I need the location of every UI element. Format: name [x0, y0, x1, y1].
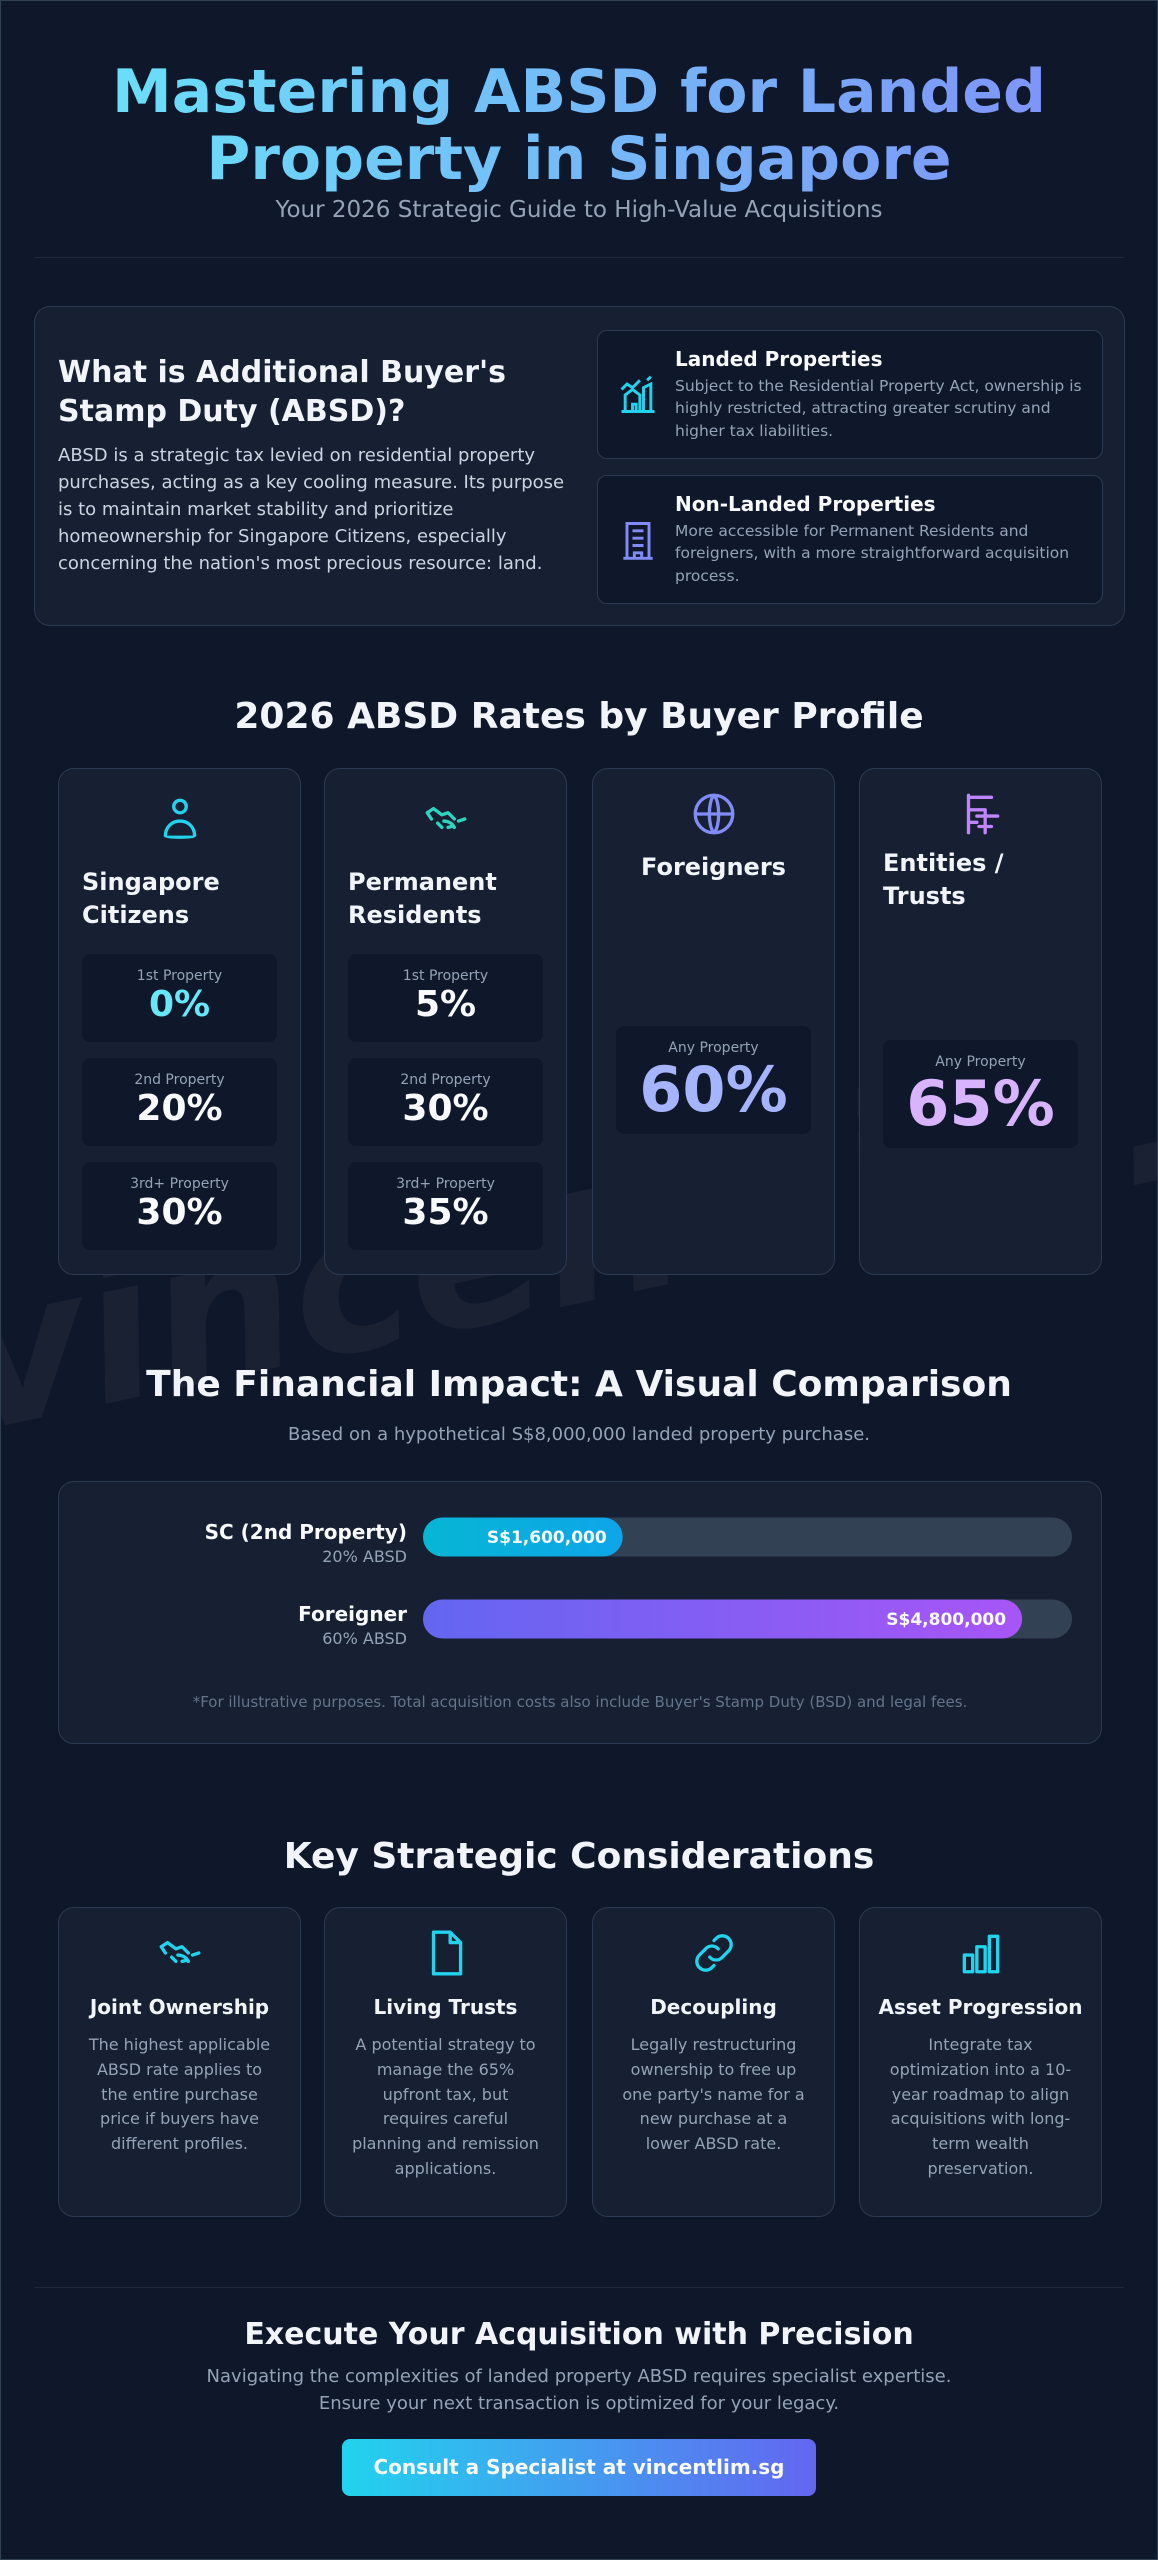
icon: [966, 793, 999, 835]
icon: [693, 793, 734, 835]
icon: [694, 1934, 733, 1972]
rate-value: 0%: [148, 984, 211, 1025]
intro-heading: What is Additional Buyer's Stamp Duty (A…: [58, 355, 507, 429]
type-card: Non-Landed Properties More accessible fo…: [597, 475, 1103, 604]
consideration-title: Decoupling: [650, 1995, 777, 2019]
category-label: Foreigner: [298, 1602, 407, 1626]
consideration-card: Decoupling Legally restructuring ownershi…: [592, 1907, 835, 2217]
intro-card: What is Additional Buyer's Stamp Duty (A…: [34, 306, 1125, 626]
rate-card: Entities / Trusts Any Property 65%: [859, 768, 1102, 1275]
icon: [962, 1934, 999, 1974]
icon: [431, 1930, 462, 1976]
cta-heading: Execute Your Acquisition with Precision: [244, 2317, 914, 2352]
category-note: 60% ABSD: [322, 1629, 407, 1648]
category-note: 20% ABSD: [322, 1547, 407, 1566]
type-title: Landed Properties: [675, 347, 883, 371]
profile-name: Singapore Citizens: [82, 868, 220, 930]
section-heading: 2026 ABSD Rates by Buyer Profile: [234, 696, 924, 737]
type-card: Landed Properties Subject to the Residen…: [597, 330, 1103, 459]
rate-value: 60%: [639, 1053, 788, 1126]
rate-label: Any Property: [935, 1054, 1026, 1070]
rate-value: 30%: [402, 1088, 489, 1129]
consideration-card: Asset Progression Integrate tax optimizat…: [859, 1907, 1102, 2217]
rate-box: 3rd+ Property 30%: [82, 1162, 277, 1250]
bar: [423, 1599, 1023, 1639]
icon: [159, 1940, 200, 1963]
rate-card: Singapore Citizens 1st Property 0% 2nd Prop…: [58, 768, 301, 1275]
value-label: S$4,800,000: [886, 1610, 1006, 1630]
consideration-card: Joint Ownership The highest applicable AB…: [58, 1907, 301, 2217]
consideration-title: Joint Ownership: [89, 1995, 270, 2019]
rate-label: 2nd Property: [134, 1072, 225, 1088]
rate-label: 3rd+ Property: [130, 1176, 229, 1192]
rate-box: 2nd Property 30%: [348, 1058, 543, 1146]
profile-name: Permanent Residents: [348, 868, 497, 930]
section-heading: Key Strategic Considerations: [283, 1836, 875, 1877]
rate-label: 2nd Property: [400, 1072, 491, 1088]
rate-card: Permanent Residents 1st Property 5% 2nd Pro…: [324, 768, 567, 1275]
cta-button[interactable]: Consult a Specialist at vincentlim.sg: [342, 2439, 816, 2496]
rate-label: 1st Property: [402, 968, 489, 984]
type-title: Non-Landed Properties: [675, 492, 936, 516]
rate-box: 3rd+ Property 35%: [348, 1162, 543, 1250]
icon: [623, 522, 653, 560]
rate-box: 2nd Property 20%: [82, 1058, 277, 1146]
rate-value: 35%: [402, 1192, 489, 1233]
consideration-text: A potential strategy to manage the 65% u…: [352, 2035, 539, 2178]
chart-card: SC (2nd Property) 20% ABSD S$1,600,000 Fore…: [58, 1481, 1102, 1744]
icon: [425, 806, 466, 829]
rate-box: 1st Property 5%: [348, 954, 543, 1042]
section-subtitle: Based on a hypothetical S$8,000,000 land…: [287, 1424, 871, 1445]
rate-box: Any Property 65%: [883, 1040, 1078, 1148]
rate-value: 65%: [906, 1067, 1055, 1140]
type-text: Subject to the Residential Property Act,…: [675, 377, 1082, 440]
value-label: S$1,600,000: [487, 1528, 607, 1548]
consideration-title: Asset Progression: [878, 1995, 1083, 2019]
profile-name: Entities / Trusts: [883, 849, 1004, 911]
cta-line: Navigating the complexities of landed pr…: [206, 2366, 952, 2387]
footnote: *For illustrative purposes. Total acquis…: [193, 1693, 968, 1711]
rate-label: 1st Property: [136, 968, 223, 984]
type-text: More accessible for Permanent Residents …: [675, 522, 1070, 585]
rate-value: 20%: [136, 1088, 223, 1129]
divider: [34, 2287, 1124, 2288]
title: Mastering ABSD for Landed Property in Si…: [1, 58, 1157, 193]
icon: [163, 798, 196, 839]
divider: [34, 257, 1124, 258]
consideration-text: The highest applicable ABSD rate applies…: [88, 2035, 271, 2154]
cta-line: Ensure your next transaction is optimize…: [318, 2393, 840, 2414]
cta-text: Navigating the complexities of landed pr…: [1, 2363, 1157, 2417]
rate-label: Any Property: [668, 1040, 759, 1056]
rate-box: Any Property 60%: [616, 1026, 811, 1134]
consideration-text: Legally restructuring ownership to free …: [622, 2035, 805, 2154]
category-label: SC (2nd Property): [205, 1520, 407, 1544]
rate-box: 1st Property 0%: [82, 954, 277, 1042]
bar: [423, 1517, 623, 1557]
rate-value: 5%: [414, 984, 477, 1025]
icon: [620, 375, 655, 413]
consideration-card: Living Trusts A potential strategy to man…: [324, 1907, 567, 2217]
consideration-title: Living Trusts: [373, 1995, 518, 2019]
consideration-text: Integrate tax optimization into a 10-yea…: [889, 2035, 1072, 2178]
rate-value: 30%: [136, 1192, 223, 1233]
intro-body: ABSD is a strategic tax levied on reside…: [58, 445, 565, 574]
profile-name: Foreigners: [641, 853, 786, 881]
subtitle: Your 2026 Strategic Guide to High-Value …: [275, 197, 883, 223]
bar-chart: SC (2nd Property) 20% ABSD S$1,600,000 Fore…: [193, 1517, 1072, 1711]
rate-card: Foreigners Any Property 60%: [592, 768, 835, 1275]
rate-label: 3rd+ Property: [396, 1176, 495, 1192]
section-heading: The Financial Impact: A Visual Compariso…: [146, 1364, 1012, 1405]
